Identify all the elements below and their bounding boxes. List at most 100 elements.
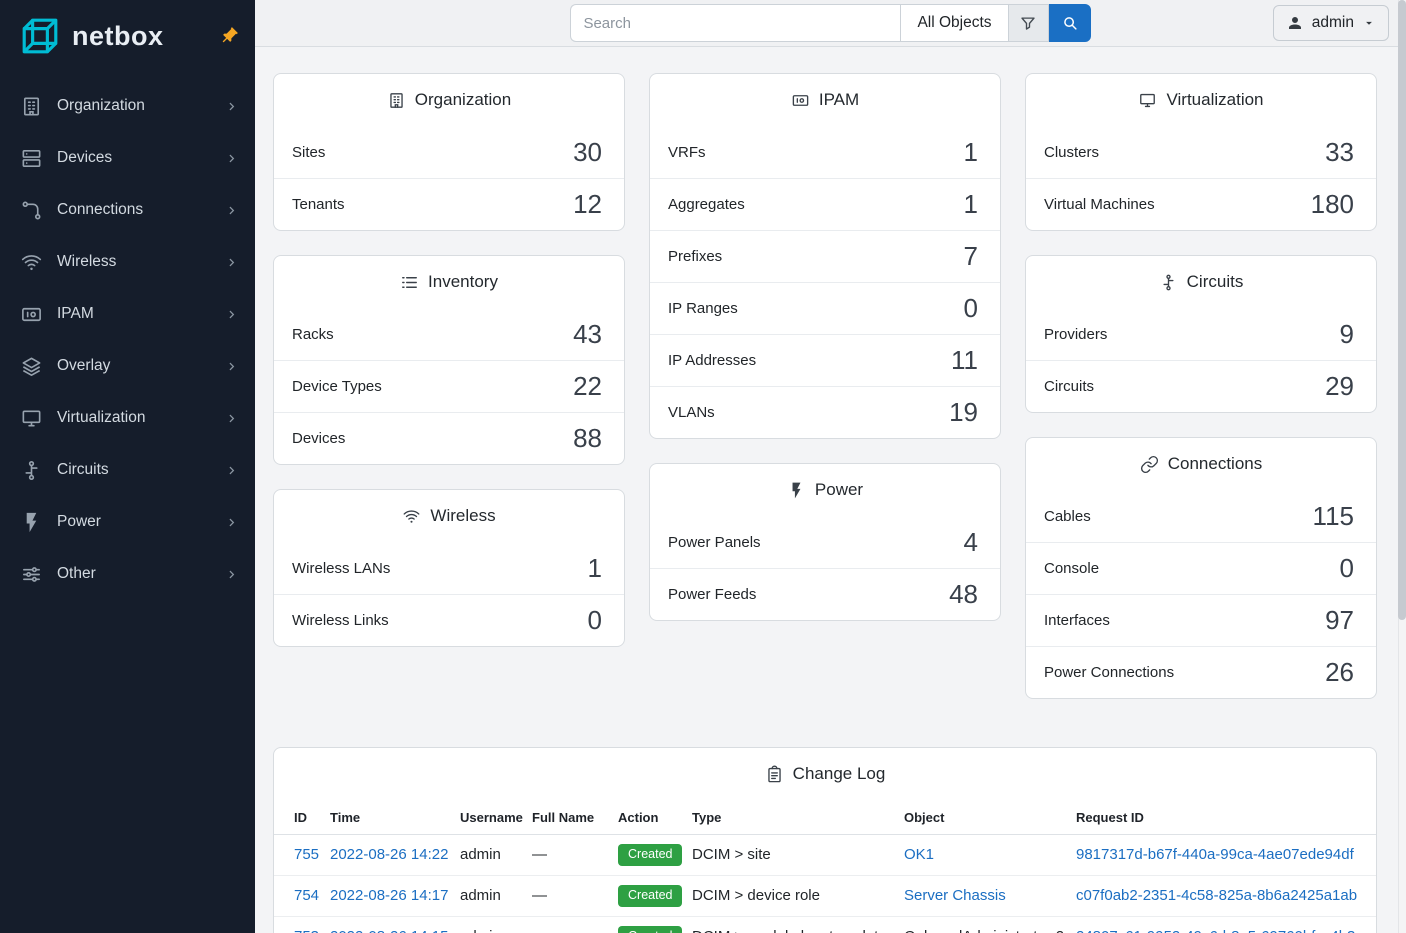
scrollbar-thumb[interactable] [1398, 0, 1406, 620]
chevron-right-icon [224, 515, 239, 530]
sidebar-item-connections[interactable]: Connections [0, 184, 255, 236]
filter-button[interactable] [1008, 4, 1049, 42]
chevron-right-icon [224, 203, 239, 218]
full-name-text: — [532, 887, 547, 905]
change-id-link[interactable]: 754 [294, 887, 320, 905]
search-input[interactable] [570, 4, 901, 42]
stat-value-link[interactable]: 88 [573, 423, 602, 453]
stat-value-link[interactable]: 19 [949, 397, 978, 427]
stat-row-racks: Racks 43 [274, 308, 624, 360]
sliders-icon [20, 563, 43, 586]
sidebar-item-virtualization[interactable]: Virtualization [0, 392, 255, 444]
sidebar-item-organization[interactable]: Organization [0, 80, 255, 132]
stat-value-link[interactable]: 0 [587, 605, 602, 635]
user-menu-label: admin [1311, 14, 1354, 31]
stat-value-link[interactable]: 0 [1339, 553, 1354, 583]
table-header-row: ID Time Username Full Name Action Type O… [274, 800, 1376, 835]
card-title-text: Connections [1167, 454, 1263, 473]
sidebar-item-label: Circuits [57, 461, 109, 478]
change-time-link[interactable]: 2022-08-26 14:17 [330, 887, 449, 905]
stat-value-link[interactable]: 11 [951, 345, 978, 375]
request-id-link[interactable]: 24807c61-9952-49c6-b8a5-69760bfcc4b3 [1076, 928, 1355, 933]
stat-label: Circuits [1044, 378, 1095, 395]
stat-row-wireless-lans: Wireless LANs 1 [274, 542, 624, 594]
stat-row-providers: Providers 9 [1026, 308, 1376, 360]
sidebar-item-label: IPAM [57, 305, 94, 322]
action-badge: Created [618, 884, 682, 907]
column-header-type: Type [682, 800, 894, 835]
card-title-text: Virtualization [1166, 90, 1264, 109]
card-title-text: IPAM [818, 90, 860, 109]
stat-row-cables: Cables 115 [1026, 490, 1376, 542]
sidebar-item-label: Other [57, 565, 96, 582]
stat-label: VLANs [668, 404, 715, 421]
card-column-3: Virtualization Clusters 33 Virtual Machi… [1025, 73, 1377, 699]
action-badge: Created [618, 925, 682, 933]
sidebar-item-ipam[interactable]: IPAM [0, 288, 255, 340]
sidebar-item-other[interactable]: Other [0, 548, 255, 600]
search-button[interactable] [1048, 4, 1091, 42]
search-icon [1061, 14, 1079, 32]
stat-value-link[interactable]: 29 [1325, 371, 1354, 401]
stat-value-link[interactable]: 9 [1339, 318, 1354, 349]
object-type-dropdown[interactable]: All Objects [900, 4, 1009, 42]
object-link[interactable]: OK1 [904, 846, 935, 864]
sidebar-item-wireless[interactable]: Wireless [0, 236, 255, 288]
stat-value-link[interactable]: 22 [573, 371, 602, 401]
stat-label: Racks [292, 325, 334, 343]
stat-value-link[interactable]: 30 [573, 136, 602, 167]
stat-value-link[interactable]: 97 [1325, 605, 1354, 635]
sidebar-nav: Organization Devices Connections [0, 80, 255, 600]
sidebar-item-devices[interactable]: Devices [0, 132, 255, 184]
netbox-logo[interactable]: netbox [18, 16, 164, 56]
chevron-right-icon [224, 255, 239, 270]
column-header-request-id: Request ID [1066, 800, 1376, 835]
netbox-wordmark: netbox [72, 20, 164, 51]
request-id-link[interactable]: 9817317d-b67f-440a-99ca-4ae07ede94df [1076, 846, 1354, 864]
stat-value-link[interactable]: 12 [573, 189, 602, 219]
stat-label: Prefixes [668, 248, 723, 265]
stat-value-link[interactable]: 43 [573, 318, 602, 349]
stat-row-sites: Sites 30 [274, 126, 624, 178]
change-time-link[interactable]: 2022-08-26 14:15 [330, 928, 448, 933]
full-name-text: — [532, 928, 547, 933]
stat-row-tenants: Tenants 12 [274, 178, 624, 230]
stat-value-link[interactable]: 4 [963, 526, 978, 557]
main-area: All Objects admin [255, 0, 1406, 933]
stat-value-link[interactable]: 1 [963, 136, 978, 167]
stat-label: Power Connections [1044, 664, 1175, 681]
scrollbar-track[interactable] [1398, 0, 1406, 933]
stat-value-link[interactable]: 33 [1325, 136, 1354, 167]
change-id-link[interactable]: 755 [294, 846, 320, 864]
sidebar-item-circuits[interactable]: Circuits [0, 444, 255, 496]
change-log-title: Change Log [274, 748, 1376, 800]
link-icon [1140, 455, 1159, 474]
card-title: Virtualization [1026, 74, 1376, 126]
user-menu-button[interactable]: admin [1272, 5, 1389, 41]
stat-value-link[interactable]: 48 [949, 579, 978, 609]
sidebar-item-label: Virtualization [57, 409, 146, 426]
stat-value-link[interactable]: 1 [963, 189, 978, 219]
stat-value-link[interactable]: 26 [1325, 657, 1354, 687]
request-id-link[interactable]: c07f0ab2-2351-4c58-825a-8b6a2425a1ab [1076, 887, 1358, 905]
sidebar-item-overlay[interactable]: Overlay [0, 340, 255, 392]
stat-row-vlans: VLANs 19 [650, 386, 1000, 438]
sidebar-item-power[interactable]: Power [0, 496, 255, 548]
chevron-right-icon [224, 411, 239, 426]
stat-value-link[interactable]: 0 [963, 293, 978, 323]
stat-label: Power Feeds [668, 586, 757, 603]
object-link[interactable]: Server Chassis [904, 887, 1006, 905]
caret-down-icon [1362, 16, 1376, 30]
stat-value-link[interactable]: 180 [1310, 189, 1354, 219]
change-id-link[interactable]: 753 [294, 928, 319, 933]
stat-value-link[interactable]: 7 [963, 241, 978, 271]
stat-row-aggregates: Aggregates 1 [650, 178, 1000, 230]
wifi-icon [20, 251, 43, 274]
stat-label: Wireless LANs [292, 559, 391, 577]
stat-value-link[interactable]: 1 [587, 552, 602, 583]
pin-sidebar-icon[interactable] [215, 22, 243, 50]
chevron-right-icon [224, 359, 239, 374]
stat-label: IP Ranges [668, 300, 738, 317]
stat-value-link[interactable]: 115 [1312, 500, 1354, 531]
change-time-link[interactable]: 2022-08-26 14:22 [330, 846, 449, 864]
